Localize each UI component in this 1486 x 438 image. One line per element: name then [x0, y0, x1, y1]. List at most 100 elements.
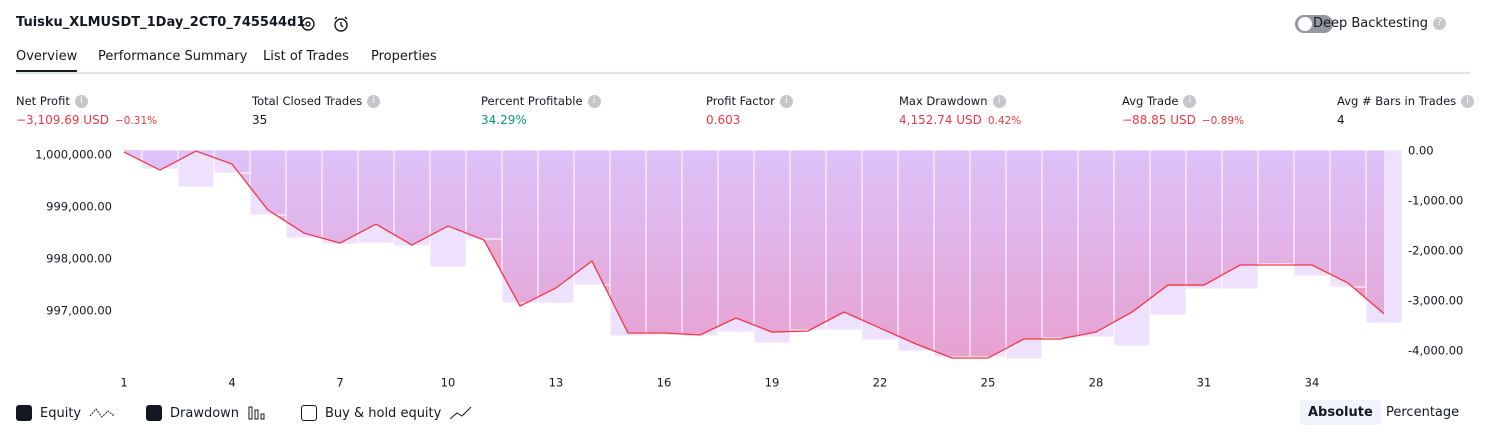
y-tick-label: 1,000,000.00 — [35, 148, 112, 162]
drawdown-bar — [1077, 149, 1115, 338]
metric-label: Total Closed Trades i — [252, 94, 381, 108]
metric-value-text: 4,152.74 USD — [899, 113, 982, 127]
drawdown-bar — [645, 149, 683, 336]
drawdown-bar — [1149, 149, 1187, 316]
y-tick-label: 999,000.00 — [46, 200, 112, 214]
x-tick-label: 31 — [1197, 376, 1212, 390]
drawdown-bar — [753, 149, 791, 344]
metric-value: −3,109.69 USD −0.31% — [16, 113, 157, 127]
help-icon[interactable]: ? — [1433, 17, 1446, 30]
x-tick-label: 10 — [441, 376, 456, 390]
metric-change: −0.31% — [114, 115, 158, 127]
info-icon[interactable]: i — [587, 95, 601, 108]
tab[interactable]: List of Trades — [263, 49, 349, 64]
y-tick-label: 998,000.00 — [46, 252, 112, 266]
metric-value: 4,152.74 USD 0.42% — [899, 113, 1021, 127]
drawdown-bar — [897, 149, 935, 352]
metric-value-text: 4 — [1337, 113, 1345, 127]
y-tick-label: 997,000.00 — [46, 304, 112, 318]
metric-value-text: −3,109.69 USD — [16, 113, 109, 127]
info-icon[interactable]: i — [1461, 95, 1475, 108]
x-tick-label: 34 — [1305, 376, 1320, 390]
drawdown-bar — [681, 149, 719, 337]
x-tick-label: 22 — [873, 376, 888, 390]
scale-mode-button[interactable]: Percentage — [1386, 405, 1460, 420]
x-tick-label: 16 — [657, 376, 672, 390]
equity-line — [123, 150, 1385, 359]
drawdown-bar — [465, 149, 503, 240]
y2-tick-label: -3,000.00 — [1408, 294, 1463, 308]
buy-hold-icon — [450, 406, 472, 420]
drawdown-bar — [1293, 149, 1331, 277]
metric-value-text: −88.85 USD — [1122, 113, 1196, 127]
metric-value-text: 0.603 — [706, 113, 741, 127]
y2-tick-label: -1,000.00 — [1408, 194, 1463, 208]
drawdown-bar — [249, 149, 287, 216]
title-icons[interactable] — [298, 14, 348, 34]
info-icon[interactable]: i — [367, 95, 381, 108]
x-tick-label: 4 — [228, 376, 235, 390]
drawdown-bar — [393, 149, 431, 247]
drawdown-bar — [1005, 149, 1043, 360]
metric-label-text: Avg # Bars in Trades — [1337, 94, 1457, 108]
drawdown-bar — [501, 149, 539, 304]
toggle-label: Buy & hold equity — [325, 405, 442, 421]
tab[interactable]: Properties — [371, 49, 437, 64]
drawdown-bar — [789, 149, 827, 331]
x-tick-label: 13 — [549, 376, 564, 390]
buy-hold-toggle[interactable]: Buy & hold equity — [301, 405, 473, 421]
deep-backtesting-label: Deep Backtesting? — [1313, 16, 1446, 31]
drawdown-bar — [321, 149, 359, 245]
tab[interactable]: Performance Summary — [98, 49, 248, 64]
metric-label: Percent Profitable i — [481, 94, 601, 108]
tab[interactable]: Overview — [16, 49, 78, 73]
metric-label-text: Max Drawdown — [899, 94, 988, 108]
drawdown-bar — [1185, 149, 1223, 290]
x-tick-label: 19 — [765, 376, 780, 390]
metric-change: 0.42% — [987, 115, 1022, 127]
checkbox[interactable] — [16, 405, 32, 421]
drawdown-bar — [1257, 149, 1295, 265]
metric-label-text: Percent Profitable — [481, 94, 583, 108]
metric-label-text: Total Closed Trades — [252, 94, 363, 108]
metric-label: Avg # Bars in Trades i — [1337, 94, 1475, 108]
info-icon[interactable]: i — [992, 95, 1006, 108]
metric-value: −88.85 USD −0.89% — [1122, 113, 1244, 127]
scale-mode-button[interactable]: Absolute — [1300, 400, 1381, 425]
drawdown-toggle[interactable]: Drawdown — [146, 405, 269, 421]
metric-value: 34.29% — [481, 113, 527, 127]
drawdown-bar — [861, 149, 899, 341]
metric-label-text: Profit Factor — [706, 94, 775, 108]
x-tick-label: 25 — [981, 376, 996, 390]
x-tick-label: 28 — [1089, 376, 1104, 390]
metric-label: Avg Trade i — [1122, 94, 1197, 108]
metric-label-text: Avg Trade — [1122, 94, 1179, 108]
drawdown-bar — [537, 149, 575, 304]
equity-toggle[interactable]: Equity — [16, 405, 115, 421]
drawdown-bar — [969, 149, 1007, 358]
drawdown-bar — [933, 149, 971, 358]
metric-value: 0.603 — [706, 113, 740, 127]
checkbox[interactable] — [146, 405, 162, 421]
drawdown-bar — [717, 149, 755, 333]
drawdown-bar — [429, 149, 467, 268]
drawdown-bar — [1041, 149, 1079, 339]
drawdown-bar — [1329, 149, 1367, 288]
drawdown-icon — [248, 406, 265, 420]
drawdown-bar — [609, 149, 647, 337]
metric-label: Net Profit i — [16, 94, 88, 108]
drawdown-bar — [213, 149, 251, 174]
metric-value-text: 34.29% — [481, 113, 527, 127]
metric-value-text: 35 — [252, 113, 268, 127]
checkbox[interactable] — [301, 405, 317, 421]
deep-backtesting-toggle[interactable] — [1294, 14, 1334, 34]
info-icon[interactable]: i — [779, 95, 793, 108]
info-icon[interactable]: i — [1183, 95, 1197, 108]
info-icon[interactable]: i — [74, 95, 88, 108]
y2-tick-label: 0.00 — [1408, 144, 1434, 158]
strategy-title: Tuisku_XLMUSDT_1Day_2CT0_745544d1 — [16, 15, 306, 30]
drawdown-bar — [141, 149, 179, 170]
metric-value: 4 — [1337, 113, 1345, 127]
y2-tick-label: -4,000.00 — [1408, 344, 1463, 358]
